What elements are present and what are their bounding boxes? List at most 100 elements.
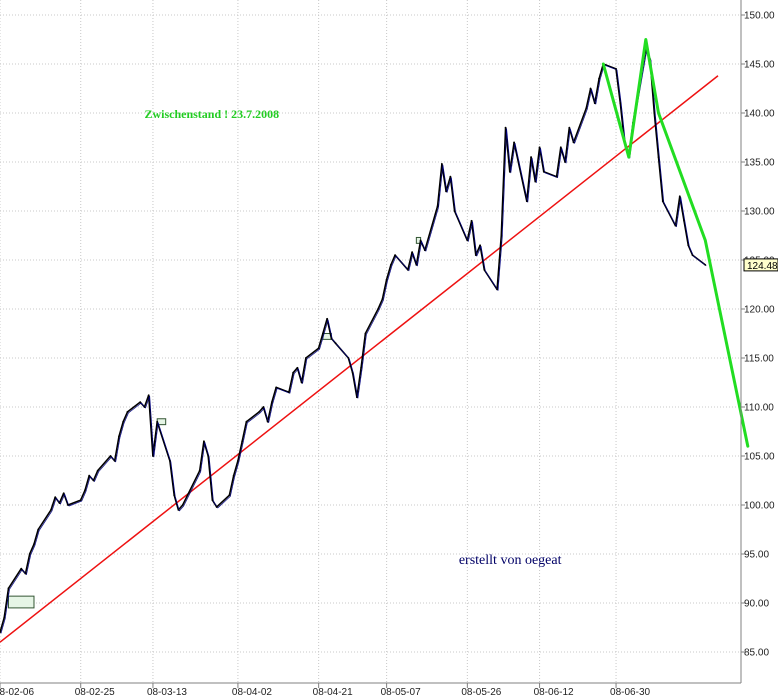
price-point <box>678 195 681 198</box>
price-point <box>615 68 617 70</box>
green-projection <box>601 38 750 448</box>
last-price-label: 124.48 <box>747 261 778 272</box>
x-tick-label: 08-02-06 <box>0 687 34 698</box>
price-point <box>691 254 694 256</box>
price-point <box>657 156 660 159</box>
price-point <box>542 170 545 173</box>
y-tick-label: 150.00 <box>744 11 775 22</box>
price-point <box>559 146 562 149</box>
price-point <box>500 234 503 237</box>
price-point <box>58 502 61 504</box>
price-point <box>704 264 707 266</box>
price-point <box>126 411 129 413</box>
price-point <box>474 254 477 256</box>
x-tick-label: 08-05-26 <box>461 687 501 698</box>
price-point <box>389 264 392 266</box>
price-point <box>377 308 380 310</box>
price-point <box>538 146 541 149</box>
price-point <box>203 440 205 443</box>
price-point <box>7 587 10 590</box>
x-tick-label: 08-03-13 <box>147 687 187 698</box>
y-tick-label: 135.00 <box>744 158 775 169</box>
price-point <box>232 474 235 477</box>
price-point <box>496 288 498 291</box>
price-point <box>288 391 290 394</box>
price-point <box>20 567 23 570</box>
price-point <box>440 163 443 165</box>
annotation-status: Zwischenstand ! 23.7.2008 <box>144 107 279 121</box>
price-series <box>0 48 707 634</box>
price-point <box>79 499 82 501</box>
price-point <box>177 509 180 511</box>
price-point <box>237 460 239 462</box>
price-point <box>453 210 456 212</box>
price-point <box>330 337 333 340</box>
y-tick-label: 140.00 <box>744 109 775 120</box>
annotations: Zwischenstand ! 23.7.2008 erstellt von oe… <box>144 107 561 568</box>
price-point <box>292 371 295 374</box>
y-tick-label: 95.00 <box>744 550 769 561</box>
price-point <box>394 254 397 256</box>
price-point <box>508 170 511 173</box>
price-point <box>113 460 116 462</box>
price-point <box>241 440 244 443</box>
price-point <box>555 175 558 178</box>
price-point <box>37 528 40 531</box>
price-point <box>156 420 159 423</box>
price-point <box>109 455 112 457</box>
price-point <box>321 332 324 335</box>
last-price-marker: 124.48 <box>743 258 778 272</box>
price-point <box>317 347 320 350</box>
price-point <box>173 494 176 497</box>
price-point <box>96 469 99 472</box>
price-point <box>585 107 588 109</box>
grid <box>0 0 741 683</box>
x-tick-label: 08-06-30 <box>610 687 650 698</box>
x-tick-label: 08-04-21 <box>313 687 353 698</box>
price-point <box>147 394 150 397</box>
price-point <box>589 87 592 90</box>
price-point <box>355 396 358 399</box>
price-point <box>445 190 448 193</box>
price-point <box>62 492 65 495</box>
price-point <box>653 112 656 114</box>
price-point <box>207 455 210 457</box>
x-tick-label: 08-06-12 <box>534 687 574 698</box>
price-point <box>139 401 142 403</box>
price-point <box>169 460 171 462</box>
x-tick-label: 08-02-25 <box>75 687 115 698</box>
price-point <box>381 298 384 301</box>
price-point <box>504 126 507 129</box>
price-point <box>385 278 388 281</box>
price-point <box>33 543 35 546</box>
y-tick-label: 105.00 <box>744 452 775 463</box>
price-point <box>67 504 69 506</box>
price-point <box>683 219 685 222</box>
price-point <box>564 161 566 163</box>
price-point <box>3 616 6 619</box>
price-point <box>181 504 184 506</box>
y-tick-label: 85.00 <box>744 648 769 659</box>
price-point <box>262 406 265 408</box>
price-point <box>211 499 214 501</box>
price-point <box>304 357 307 359</box>
projection-line <box>601 38 750 448</box>
price-point <box>28 553 31 555</box>
annotation-credit: erstellt von oegeat <box>459 553 562 568</box>
x-tick-labels: 08-02-06 08-02-25 08-03-13 08-04-02 08-04-21… <box>0 683 651 698</box>
axes <box>0 0 742 684</box>
price-point <box>687 244 690 247</box>
price-point <box>513 141 515 144</box>
price-point <box>411 251 414 254</box>
price-point <box>483 268 486 271</box>
price-point <box>568 126 571 129</box>
y-tick-label: 120.00 <box>744 305 775 316</box>
price-point <box>406 268 409 271</box>
price-point <box>275 386 278 389</box>
price-point <box>619 102 622 105</box>
price-point <box>50 509 52 511</box>
price-point <box>593 102 596 105</box>
price-point <box>479 244 481 247</box>
